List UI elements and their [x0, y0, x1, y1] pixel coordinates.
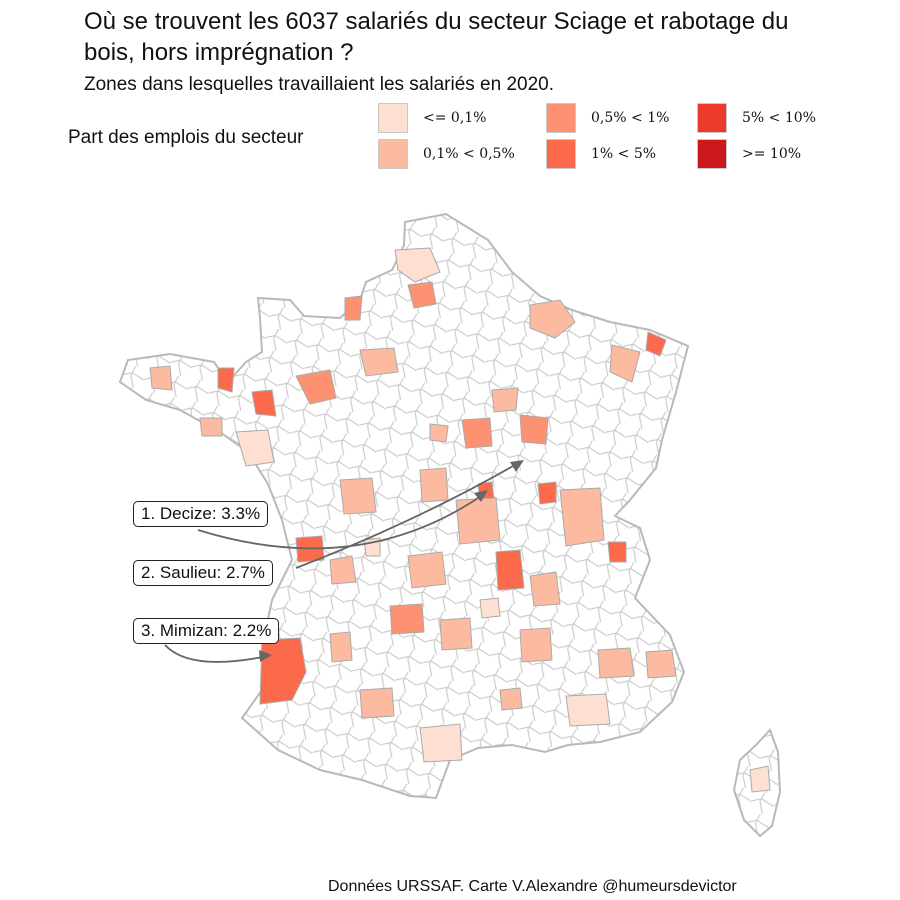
- zone-shape: [217, 367, 235, 393]
- zone-shape: [329, 555, 357, 585]
- source-caption: Données URSSAF. Carte V.Alexandre @humeu…: [328, 878, 737, 895]
- callout-arrows: [164, 461, 521, 663]
- arrow-saulieu: [295, 461, 521, 569]
- legend-label: 1% < 5%: [591, 146, 657, 162]
- map-subtitle: Zones dans lesquelles travaillaient les …: [84, 74, 554, 95]
- zone-shape: [199, 417, 223, 437]
- zone-shape: [529, 571, 561, 607]
- zone-shape: [419, 723, 463, 763]
- legend-swatch: [697, 103, 727, 133]
- zone-shape: [645, 649, 677, 679]
- legend-label: 0,5% < 1%: [591, 110, 670, 126]
- legend-title: Part des emplois du secteur: [68, 127, 304, 148]
- zone-shape: [455, 497, 501, 545]
- zone-shape: [149, 365, 173, 391]
- callout-saulieu: 2. Saulieu: 2.7%: [133, 560, 273, 586]
- arrow-mimizan: [164, 644, 269, 663]
- legend-item: 1% < 5%: [546, 139, 656, 169]
- zone-shape: [607, 541, 627, 563]
- zone-shape: [359, 347, 399, 377]
- zone-shape: [419, 467, 449, 503]
- legend-item: >= 10%: [697, 139, 801, 169]
- zone-shape: [491, 387, 519, 413]
- zone-shape: [479, 597, 501, 619]
- zone-shape: [461, 417, 493, 449]
- map-title: Où se trouvent les 6037 salariés du sect…: [84, 8, 789, 66]
- zone-shape: [597, 647, 635, 679]
- zone-shape: [429, 423, 449, 443]
- arrowheads: [259, 460, 524, 662]
- legend-swatch: [697, 139, 727, 169]
- zone-shape: [529, 299, 576, 339]
- legend-swatch: [378, 103, 408, 133]
- zone-shape: [235, 429, 275, 467]
- zone-shape: [389, 603, 425, 635]
- zone-shape: [359, 687, 395, 719]
- zone-shape: [645, 331, 667, 357]
- zone-shape: [495, 549, 525, 591]
- zone-shape: [749, 765, 771, 793]
- zone-shape: [439, 617, 473, 651]
- legend: <= 0,1% 0,1% < 0,5% 0,5% < 1% 1% < 5% 5%…: [378, 103, 858, 173]
- legend-label: <= 0,1%: [423, 110, 487, 126]
- zone-shape: [537, 481, 557, 505]
- callout-decize: 1. Decize: 3.3%: [133, 501, 269, 527]
- zone-shape: [499, 687, 523, 711]
- callout-mimizan: 3. Mimizan: 2.2%: [133, 618, 280, 644]
- legend-item: 5% < 10%: [697, 103, 816, 133]
- legend-label: 5% < 10%: [742, 110, 816, 126]
- zone-shape: [344, 295, 363, 321]
- legend-swatch: [546, 139, 576, 169]
- legend-item: <= 0,1%: [378, 103, 486, 133]
- legend-swatch: [378, 139, 408, 169]
- zone-shape: [519, 627, 553, 663]
- zone-shape: [407, 281, 437, 309]
- zone-shape: [407, 551, 447, 589]
- zone-shape: [609, 344, 641, 383]
- zone-shape: [565, 693, 611, 727]
- arrowhead-icon: [474, 490, 488, 502]
- zone-shape: [251, 389, 277, 417]
- zone-shape: [559, 487, 605, 547]
- legend-label: >= 10%: [742, 146, 802, 162]
- legend-swatch: [546, 103, 576, 133]
- legend-item: 0,5% < 1%: [546, 103, 669, 133]
- arrowhead-icon: [259, 650, 272, 662]
- zone-shape: [339, 477, 377, 515]
- zone-shape: [259, 637, 307, 705]
- legend-item: 0,1% < 0,5%: [378, 139, 515, 169]
- zone-shape: [329, 631, 353, 663]
- zones-highlighted: [149, 247, 771, 793]
- legend-label: 0,1% < 0,5%: [423, 146, 515, 162]
- zone-shape: [519, 414, 549, 445]
- zone-shape: [394, 247, 441, 283]
- arrowhead-icon: [510, 460, 524, 472]
- zone-shape: [295, 369, 337, 405]
